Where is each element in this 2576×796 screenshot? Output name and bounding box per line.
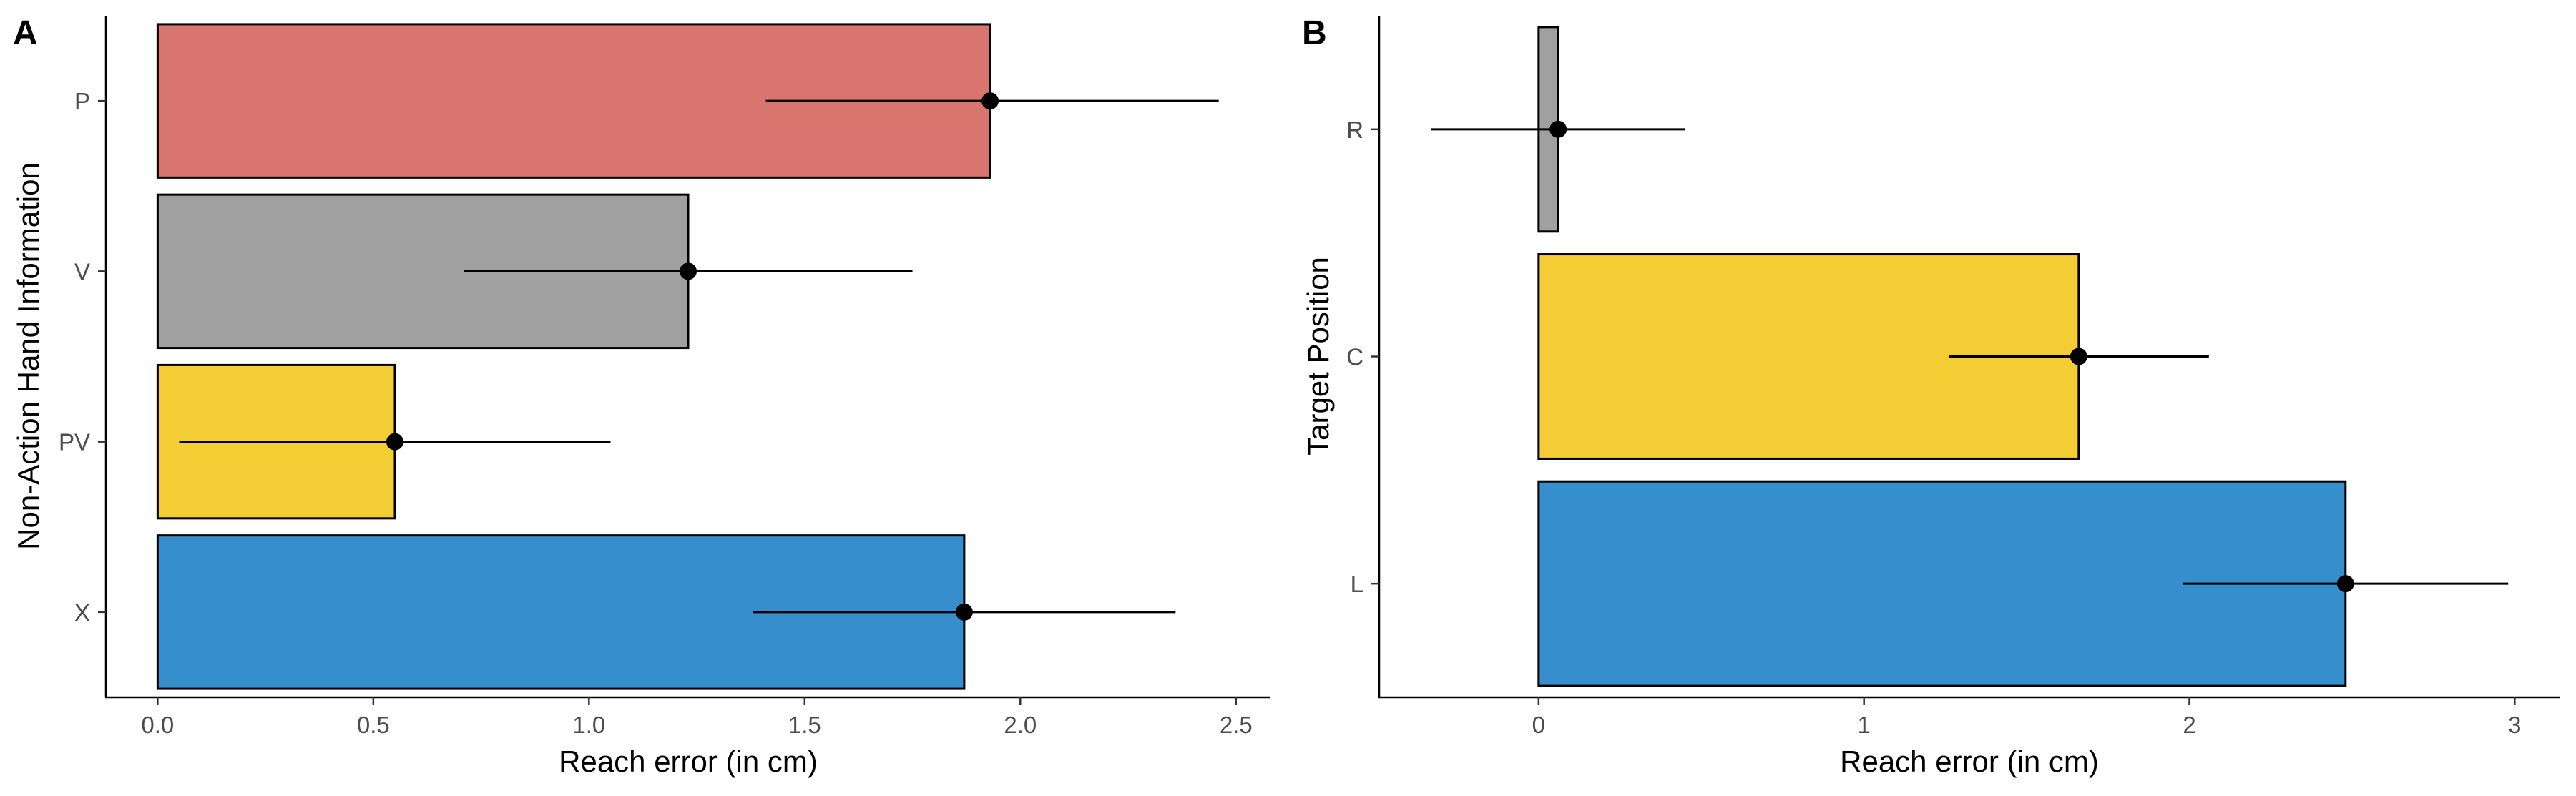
- panel-b-marks: [1431, 26, 2509, 687]
- panel-a-y-tick-label-v: V: [74, 258, 90, 285]
- panel-b-y-tick-label-l: L: [1351, 571, 1363, 597]
- panel-a-letter: A: [13, 14, 38, 52]
- panel-b-x-tick-label: 3: [2508, 712, 2521, 738]
- panel-b-y-tick-label-r: R: [1346, 117, 1363, 143]
- panel-b-x-ticks: 0 1 2 3: [1532, 697, 2522, 738]
- panel-a-point-x: [955, 603, 973, 621]
- panel-b-x-axis-title: Reach error (in cm): [1840, 745, 2099, 778]
- panel-a-marks: [156, 23, 1219, 690]
- panel-a-x-ticks: 0.0 0.5 1.0 1.5 2.0 2.5: [141, 697, 1253, 738]
- panel-a-point-v: [680, 262, 697, 280]
- panel-b-x-tick-label: 0: [1532, 712, 1545, 738]
- panel-a-x-tick-label: 0.5: [357, 712, 390, 738]
- panel-b-y-axis-title: Target Position: [1301, 257, 1335, 456]
- panel-a-x-tick-label: 1.0: [572, 712, 605, 738]
- panel-b-letter: B: [1302, 14, 1327, 52]
- panel-a-x-tick-label: 2.0: [1004, 712, 1037, 738]
- panel-b-point-c: [2070, 348, 2087, 365]
- panel-b-point-r: [1549, 120, 1567, 138]
- panel-b-y-ticks: R C L: [1346, 117, 1379, 597]
- panel-a-y-tick-label-p: P: [74, 88, 90, 114]
- panel-a-point-pv: [386, 433, 403, 451]
- panel-a-x-tick-label: 2.5: [1220, 712, 1253, 738]
- panel-a-x-tick-label: 0.0: [141, 712, 174, 738]
- panel-b: B R C L 0 1 2 3 Reach error (in cm) Target Po…: [1301, 14, 2560, 778]
- panel-a-y-axis-title: Non-Action Hand Information: [11, 162, 45, 550]
- panel-a-y-tick-label-x: X: [74, 599, 90, 626]
- panel-b-x-tick-label: 2: [2183, 712, 2195, 738]
- panel-b-x-tick-label: 1: [1858, 712, 1871, 738]
- panel-a-x-tick-label: 1.5: [788, 712, 821, 738]
- panel-b-point-l: [2336, 575, 2354, 593]
- panel-b-y-tick-label-c: C: [1346, 344, 1363, 370]
- panel-a-x-axis-title: Reach error (in cm): [559, 745, 818, 778]
- panel-a-y-tick-label-pv: PV: [59, 429, 90, 456]
- panel-a-point-p: [981, 92, 999, 110]
